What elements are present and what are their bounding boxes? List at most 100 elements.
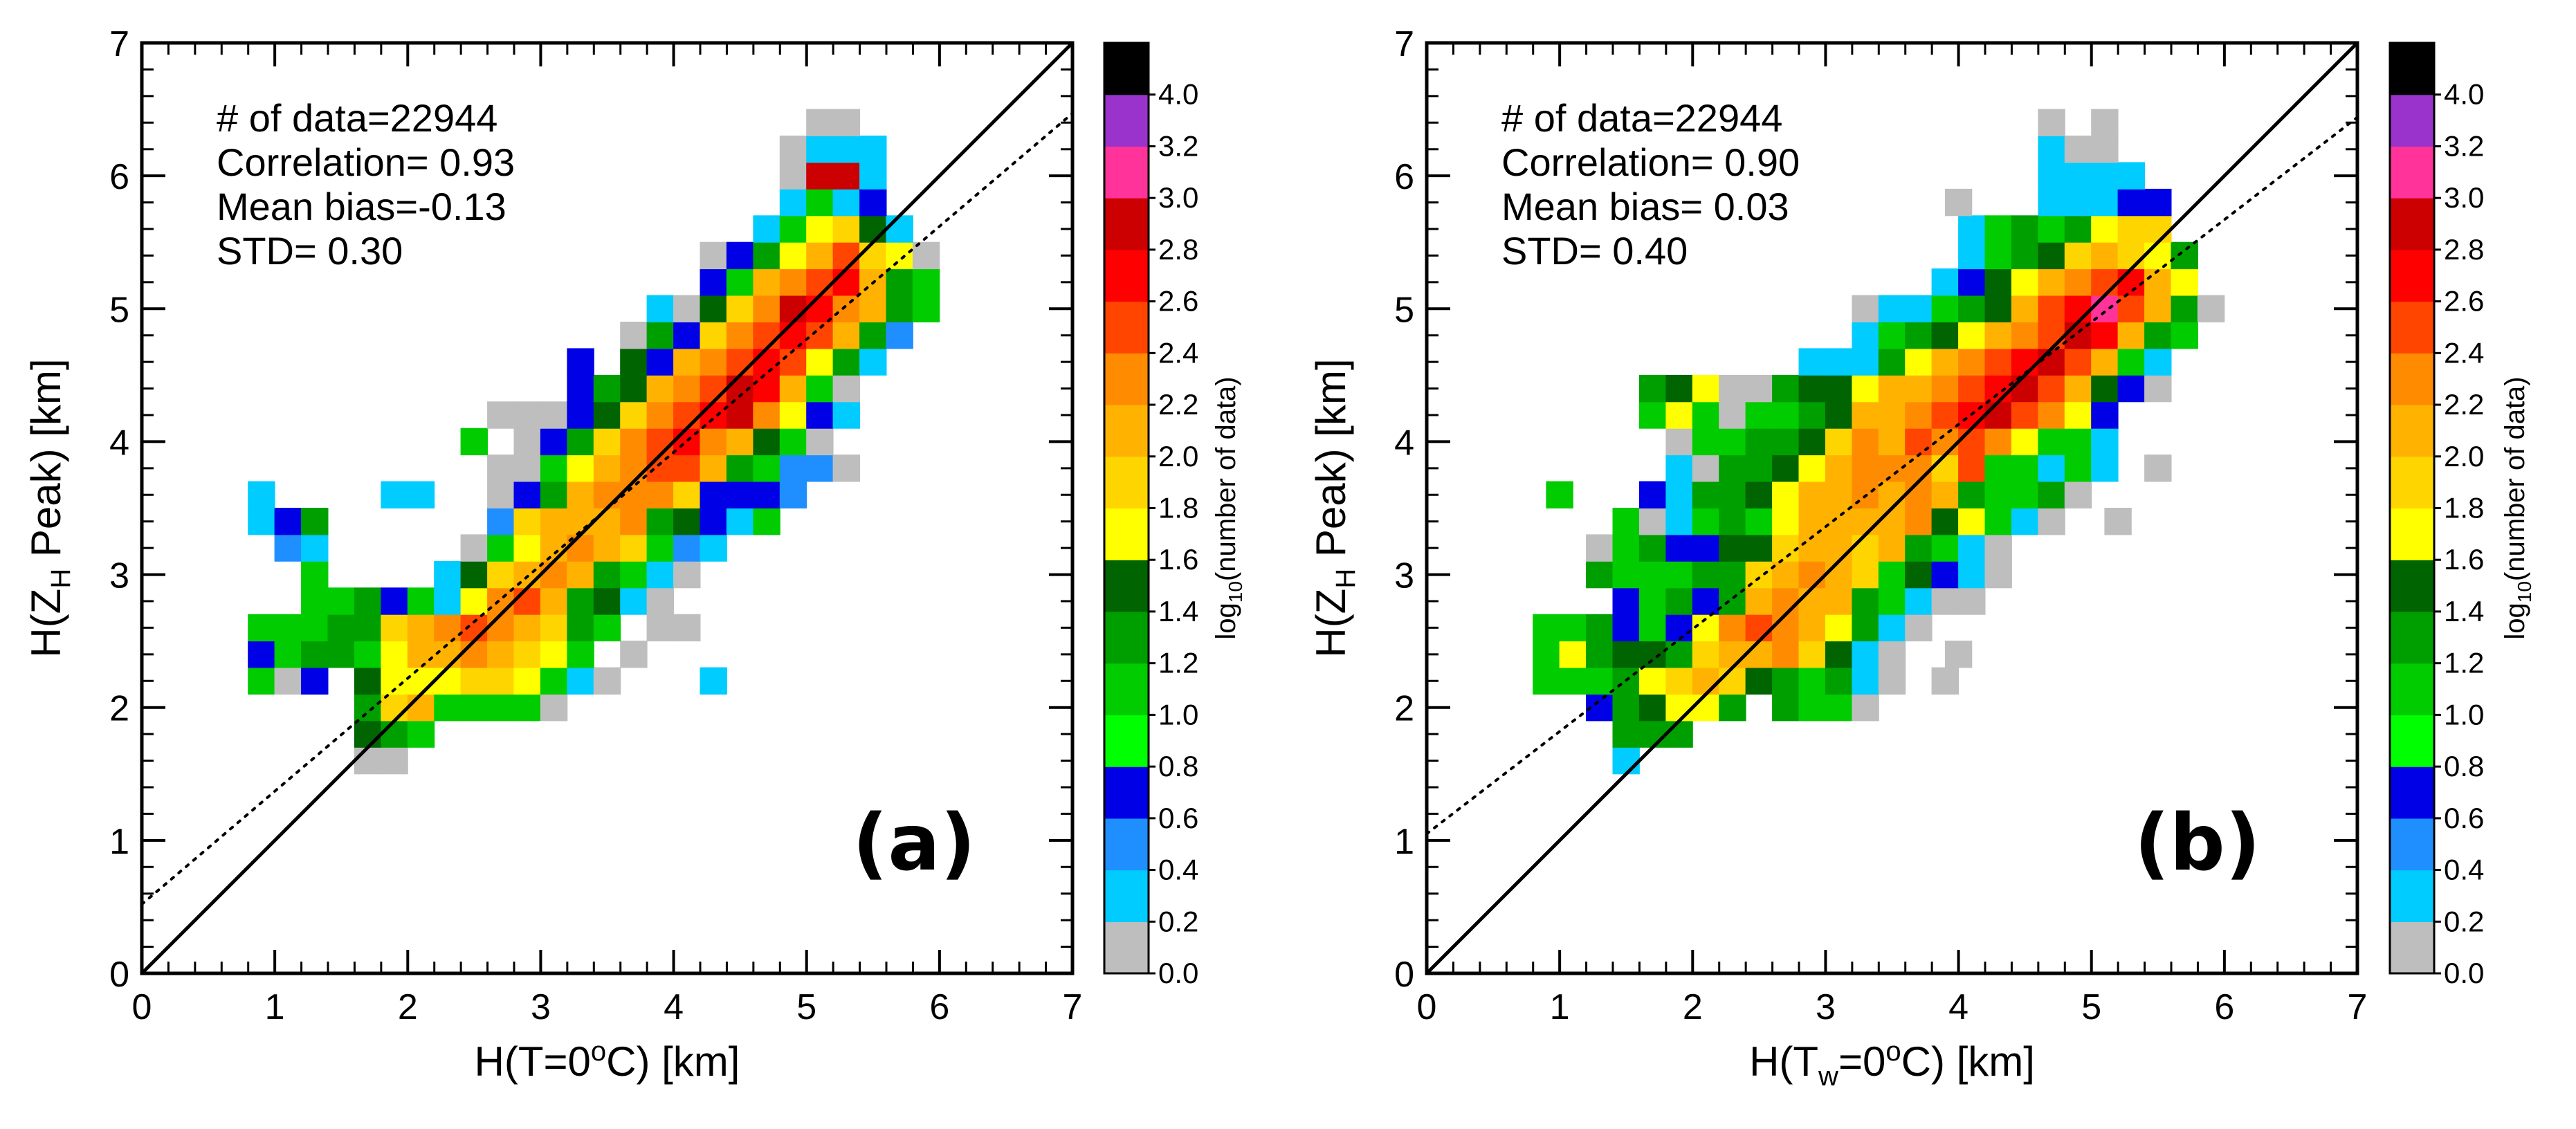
- heatmap-bin: [806, 455, 834, 482]
- heatmap-bin: [859, 188, 887, 217]
- heatmap-bin: [859, 136, 887, 163]
- colorbar-swatch: [1104, 560, 1149, 612]
- heatmap-bin: [1798, 348, 1826, 376]
- heatmap-bin: [1772, 401, 1800, 429]
- heatmap-bin: [2171, 295, 2198, 322]
- colorbar-title-part: log: [2500, 603, 2530, 639]
- heatmap-bin: [1772, 455, 1800, 482]
- heatmap-bin: [2144, 268, 2172, 296]
- heatmap-bin: [1772, 534, 1800, 562]
- y-tick-label: 1: [109, 822, 129, 862]
- heatmap-bin: [1745, 401, 1773, 429]
- heatmap-bin: [832, 348, 860, 376]
- heatmap-bin: [753, 215, 780, 243]
- heatmap-bin: [460, 534, 488, 562]
- heatmap-bin: [1772, 428, 1800, 456]
- heatmap-bin: [859, 215, 887, 243]
- colorbar-swatch: [1104, 249, 1149, 302]
- heatmap-bin: [540, 508, 568, 535]
- colorbar-label: 2.4: [1158, 336, 1198, 369]
- heatmap-bin: [274, 667, 302, 695]
- heatmap-bin: [832, 322, 860, 349]
- heatmap-bin: [832, 136, 860, 163]
- heatmap-bin: [1772, 641, 1800, 668]
- colorbar-label: 2.6: [2444, 285, 2484, 318]
- heatmap-bin: [1852, 295, 1879, 322]
- stat-line: Correlation= 0.90: [1501, 140, 1800, 184]
- heatmap-bin: [2091, 401, 2119, 429]
- regression-line: [1427, 116, 2357, 836]
- panel-letter: (b): [2134, 798, 2260, 888]
- heatmap-bin: [779, 322, 807, 349]
- colorbar-label: 1.8: [1158, 492, 1198, 524]
- heatmap-bin: [593, 401, 621, 429]
- heatmap-bin: [513, 614, 541, 642]
- y-axis-title: H(ZH Peak) [km]: [23, 358, 76, 657]
- heatmap-bin: [1931, 268, 1959, 296]
- colorbar-label: 1.0: [1158, 698, 1198, 731]
- heatmap-bin: [1944, 641, 1973, 668]
- heatmap-bin: [487, 587, 515, 615]
- heatmap-bin: [434, 560, 462, 589]
- colorbar-swatch: [2390, 94, 2434, 147]
- heatmap-bin: [700, 268, 727, 296]
- heatmap-bin: [1958, 560, 1986, 589]
- heatmap-bin: [1586, 614, 1614, 642]
- stat-line: # of data=22944: [217, 96, 497, 140]
- colorbar-title-sub: 10: [2514, 581, 2535, 603]
- y-tick-label: 3: [1394, 556, 1414, 596]
- heatmap-bin: [1665, 560, 1693, 589]
- heatmap-bin: [1905, 614, 1933, 642]
- heatmap-bin: [487, 614, 515, 642]
- heatmap-bin: [912, 295, 940, 322]
- heatmap-bin: [593, 614, 621, 642]
- x-tick-label: 3: [531, 987, 551, 1027]
- heatmap-bin: [567, 614, 594, 642]
- colorbar-swatch: [2390, 198, 2434, 250]
- heatmap-bin: [1958, 534, 1986, 562]
- heatmap-bin: [1825, 614, 1853, 642]
- heatmap-bin: [248, 481, 275, 508]
- heatmap-bin: [407, 694, 435, 722]
- y-axis-title-part: H(Z: [23, 589, 69, 658]
- heatmap-bin: [540, 641, 568, 668]
- y-tick-label: 7: [109, 24, 129, 64]
- heatmap-bin: [1852, 428, 1879, 456]
- heatmap-bin: [1958, 428, 1986, 456]
- heatmap-bin: [1692, 587, 1720, 615]
- heatmap-bin: [779, 295, 807, 322]
- heatmap-bin: [673, 348, 701, 376]
- heatmap-bin: [1798, 614, 1826, 642]
- heatmap-bin: [2117, 188, 2145, 217]
- heatmap-bin: [1533, 614, 1560, 642]
- colorbar-swatch: [2390, 508, 2434, 560]
- heatmap-bin: [1958, 241, 1986, 270]
- heatmap-bin: [1878, 641, 1906, 668]
- heatmap-bin: [646, 560, 674, 589]
- heatmap-bin: [513, 455, 541, 482]
- heatmap-bin: [1825, 534, 1853, 562]
- colorbar-label: 2.2: [1158, 388, 1198, 421]
- x-axis-title-sup: o: [591, 1036, 606, 1067]
- heatmap-bin: [354, 720, 382, 748]
- heatmap-bin: [540, 534, 568, 562]
- heatmap-bin: [1798, 401, 1826, 429]
- stat-line: Mean bias= 0.03: [1501, 185, 1789, 228]
- panel-b: 00 1 1 2 2 3 3 4 4 5 5 6 6 7 7 H(Tw=0oC) [km] H(ZH Peak)…: [1308, 24, 2367, 1092]
- heatmap-bin: [567, 374, 594, 403]
- heatmap-bin: [832, 188, 860, 217]
- heatmap-bin: [886, 322, 913, 349]
- colorbar-label: 1.4: [2444, 595, 2484, 627]
- heatmap-bin: [1825, 508, 1853, 535]
- heatmap-bin: [593, 428, 621, 456]
- heatmap-bin: [673, 374, 701, 403]
- heatmap-bin: [540, 694, 568, 722]
- heatmap-bin: [1905, 401, 1933, 429]
- colorbar-label: 3.0: [1158, 181, 1198, 214]
- heatmap-bin: [646, 322, 674, 349]
- heatmap-bin: [1878, 667, 1906, 695]
- heatmap-bin: [1665, 508, 1693, 535]
- heatmap-bin: [2117, 322, 2145, 349]
- heatmap-bin: [886, 241, 913, 270]
- colorbar-swatch: [1104, 663, 1149, 715]
